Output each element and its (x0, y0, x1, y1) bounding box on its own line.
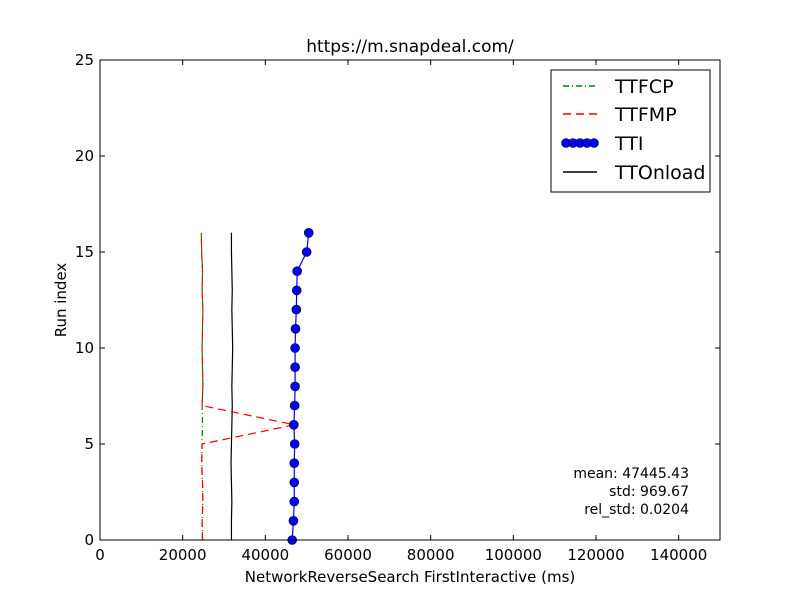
x-tick-label: 80000 (407, 546, 455, 564)
data-point-tti (290, 343, 300, 353)
data-point-tti (290, 362, 300, 373)
data-point-tti (303, 228, 314, 238)
legend-marker-tti (589, 138, 599, 148)
legend-label-ttfcp: TTFCP (614, 76, 674, 98)
chart-title: https://m.snapdeal.com/ (306, 37, 514, 57)
x-tick-label: 120000 (567, 546, 624, 564)
series-line-ttonload (230, 232, 234, 540)
legend: TTFCP TTFMP TTI TTOnload (550, 69, 711, 193)
x-tick-label: 40000 (241, 546, 289, 564)
plot-area (200, 228, 314, 545)
data-point-tti (289, 477, 300, 488)
series-line-ttfmp (200, 232, 295, 541)
y-tick-label: 0 (84, 531, 94, 549)
x-tick-label: 20000 (159, 546, 207, 564)
y-tick-label: 25 (75, 51, 94, 69)
data-point-tti (289, 400, 300, 411)
y-axis-label: Run index (52, 263, 70, 338)
x-tick-label: 140000 (650, 546, 707, 564)
data-point-tti (289, 419, 299, 430)
y-tick-label: 5 (84, 435, 94, 453)
data-point-tti (289, 458, 300, 469)
legend-label-ttfmp: TTFMP (614, 104, 677, 126)
legend-label-tti: TTI (614, 133, 643, 155)
stat-rel-std: rel_std: 0.0204 (584, 502, 689, 518)
stat-mean: mean: 47445.43 (573, 466, 689, 482)
stats-annotation: mean: 47445.43 std: 969.67 rel_std: 0.02… (573, 466, 689, 518)
y-tick-label: 10 (75, 339, 94, 357)
axis-ticks: 0 20000 40000 60000 80000 100000 120000 140000 0… (75, 51, 720, 564)
legend-label-ttonload: TTOnload (614, 162, 705, 184)
data-point-tti (290, 381, 300, 392)
data-point-tti (289, 496, 300, 507)
y-tick-label: 20 (75, 147, 94, 165)
data-point-tti (289, 439, 300, 449)
stat-std: std: 969.67 (609, 484, 689, 500)
data-point-tti (290, 323, 301, 334)
data-point-tti (291, 285, 302, 296)
x-axis-label: NetworkReverseSearch FirstInteractive (m… (245, 568, 576, 586)
data-point-tti (292, 266, 302, 277)
y-tick-label: 15 (75, 243, 94, 261)
x-tick-label: 100000 (485, 546, 542, 564)
data-point-tti (301, 247, 312, 257)
axes-frame (99, 59, 721, 541)
x-tick-label: 60000 (324, 546, 372, 564)
data-point-tti (288, 515, 299, 526)
data-point-tti (291, 304, 302, 315)
x-tick-label: 0 (95, 546, 105, 564)
